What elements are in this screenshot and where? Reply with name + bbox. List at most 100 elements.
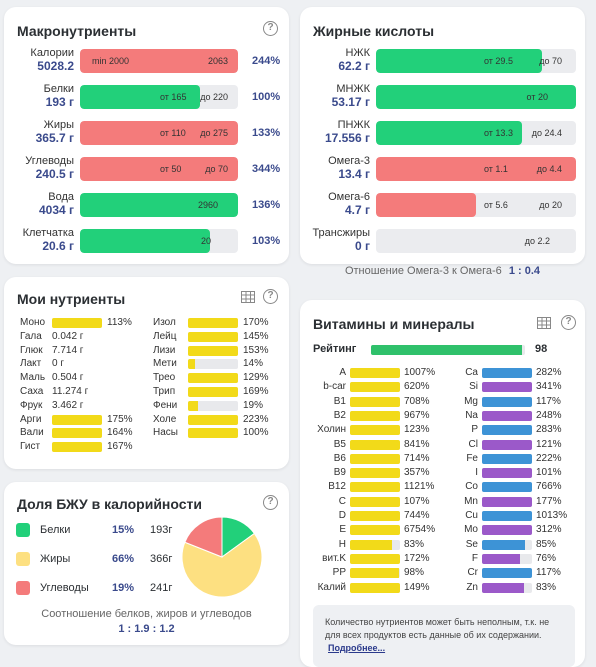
vitamin-row: Mo 312% — [428, 524, 562, 537]
my-nutrient-name: Фени — [153, 399, 178, 411]
fatty-acid-name: Омега-6 — [328, 191, 370, 203]
bju-legend-row: Жиры 66% 366г — [16, 551, 186, 567]
vitamin-percent: 107% — [404, 495, 430, 507]
vitamin-name: Cu — [465, 510, 478, 521]
vitamin-percent: 121% — [536, 438, 562, 450]
vitamin-row: Si 341% — [428, 381, 562, 394]
more-link[interactable]: Подробнее... — [328, 643, 386, 653]
fatty-acid-bar: от 20 — [376, 85, 576, 109]
vitamin-row: b-car 620% — [300, 381, 430, 394]
bju-grams: 193г — [150, 524, 173, 536]
bar-max-label: 2960 — [197, 200, 218, 210]
vitamin-name: P — [471, 424, 478, 436]
nutrient-name: Жиры — [43, 119, 74, 131]
vitamin-bar — [482, 453, 532, 464]
vitamin-bar-fill — [482, 453, 532, 464]
vitamin-percent: 117% — [536, 567, 561, 579]
my-nutrient-row: Мети 14% — [153, 358, 288, 371]
my-nutrient-row: Лизи 153% — [153, 345, 288, 358]
help-icon[interactable]: ? — [561, 315, 576, 330]
vitamin-name: вит.K — [322, 552, 346, 564]
vitamin-row: H 83% — [300, 539, 430, 552]
vitamin-bar — [482, 468, 532, 479]
nutrient-name: Вода — [48, 191, 74, 203]
my-nutrient-bar-fill — [188, 331, 238, 342]
help-icon[interactable]: ? — [263, 289, 278, 304]
my-nutrient-percent: 129% — [243, 372, 269, 384]
my-nutrients-card: Мои нутриенты ? Моно 113% Гала 0.042 г Глюк 7… — [4, 277, 289, 469]
vitamin-name: D — [338, 510, 346, 521]
my-nutrient-bar-fill — [52, 318, 102, 328]
nutrient-bar-fill — [80, 157, 238, 181]
vitamin-bar — [482, 568, 532, 579]
my-nutrient-bar — [52, 318, 102, 328]
my-nutrient-name: Изол — [153, 317, 176, 328]
my-nutrient-name: Трео — [153, 372, 176, 384]
vitamin-name: I — [475, 467, 478, 479]
rating-value: 98 — [535, 343, 548, 355]
vitamin-percent: 98% — [404, 567, 425, 579]
my-nutrient-name: Трип — [153, 386, 176, 397]
bar-min-label: от 13.3 — [484, 128, 513, 138]
my-nutrient-percent: 153% — [243, 344, 269, 356]
table-icon[interactable] — [537, 317, 551, 329]
bju-name: Белки — [40, 524, 71, 536]
nutrient-bar-fill — [80, 85, 201, 109]
table-icon[interactable] — [241, 291, 255, 303]
vitamin-percent: 177% — [536, 495, 562, 507]
vitamin-name: B2 — [333, 409, 346, 421]
vitamin-row: B5 841% — [300, 439, 430, 452]
fatty-acid-name: МНЖК — [336, 83, 370, 95]
help-icon[interactable]: ? — [263, 495, 278, 510]
fatty-acid-value: 0 г — [354, 239, 370, 253]
my-nutrient-percent: 14% — [243, 358, 264, 370]
vitamin-bar — [350, 539, 400, 550]
bju-percent: 66% — [112, 553, 135, 565]
help-icon[interactable]: ? — [263, 21, 278, 36]
vitamin-bar — [482, 439, 532, 450]
my-nutrient-bar-fill — [52, 428, 102, 439]
my-nutrient-name: Холе — [153, 413, 177, 425]
my-nutrient-percent: 169% — [243, 386, 269, 397]
vitamin-bar-fill — [482, 368, 532, 378]
bju-name: Углеводы — [40, 582, 89, 594]
vitamin-name: Zn — [466, 581, 478, 593]
vitamin-name: B1 — [333, 395, 346, 407]
my-nutrient-bar — [188, 373, 238, 384]
vitamin-name: Se — [465, 538, 478, 550]
vitamin-percent: 714% — [404, 452, 430, 464]
vitamin-percent: 341% — [536, 381, 562, 393]
fatty-acid-bar: от 5.6 до 20 — [376, 193, 576, 217]
vitamin-bar-fill — [482, 525, 532, 536]
vitamin-percent: 76% — [536, 552, 557, 564]
my-nutrient-percent: 175% — [107, 413, 133, 425]
bar-max-label: до 70 — [205, 164, 228, 174]
vitamin-row: B12 1121% — [300, 481, 434, 494]
vitamin-bar — [350, 496, 400, 507]
vitamin-name: F — [471, 552, 478, 564]
vitamin-percent: 357% — [404, 467, 430, 479]
my-nutrient-row: Саха 11.274 г — [20, 386, 155, 399]
vitamin-name: Mg — [464, 395, 478, 407]
nutrient-value: 5028.2 — [37, 59, 74, 73]
bju-percent: 19% — [112, 582, 135, 594]
fatty-acid-bar: от 29.5 до 70 — [376, 49, 576, 73]
my-nutrient-percent: 100% — [243, 427, 269, 439]
fatty-acid-value: 17.556 г — [324, 131, 370, 145]
vitamin-name: Si — [469, 381, 478, 393]
vitamin-bar-fill — [482, 410, 532, 421]
fatty-acid-name: НЖК — [345, 47, 370, 59]
nutrient-name: Белки — [43, 83, 74, 95]
bar-max-label: до 70 — [539, 56, 562, 66]
my-nutrient-value: 0 г — [52, 358, 64, 370]
bju-grams: 366г — [150, 553, 173, 565]
vitamin-name: Mn — [464, 495, 478, 507]
fatty-acid-bar-fill — [376, 85, 576, 109]
bar-max-label: от 20 — [526, 92, 548, 102]
bju-percent: 15% — [112, 524, 135, 536]
vitamin-name: Fe — [466, 452, 478, 464]
nutrient-value: 193 г — [45, 95, 74, 109]
my-nutrient-bar-fill — [52, 414, 102, 425]
my-nutrient-row: Маль 0.504 г — [20, 372, 155, 385]
vitamin-bar — [482, 496, 532, 507]
